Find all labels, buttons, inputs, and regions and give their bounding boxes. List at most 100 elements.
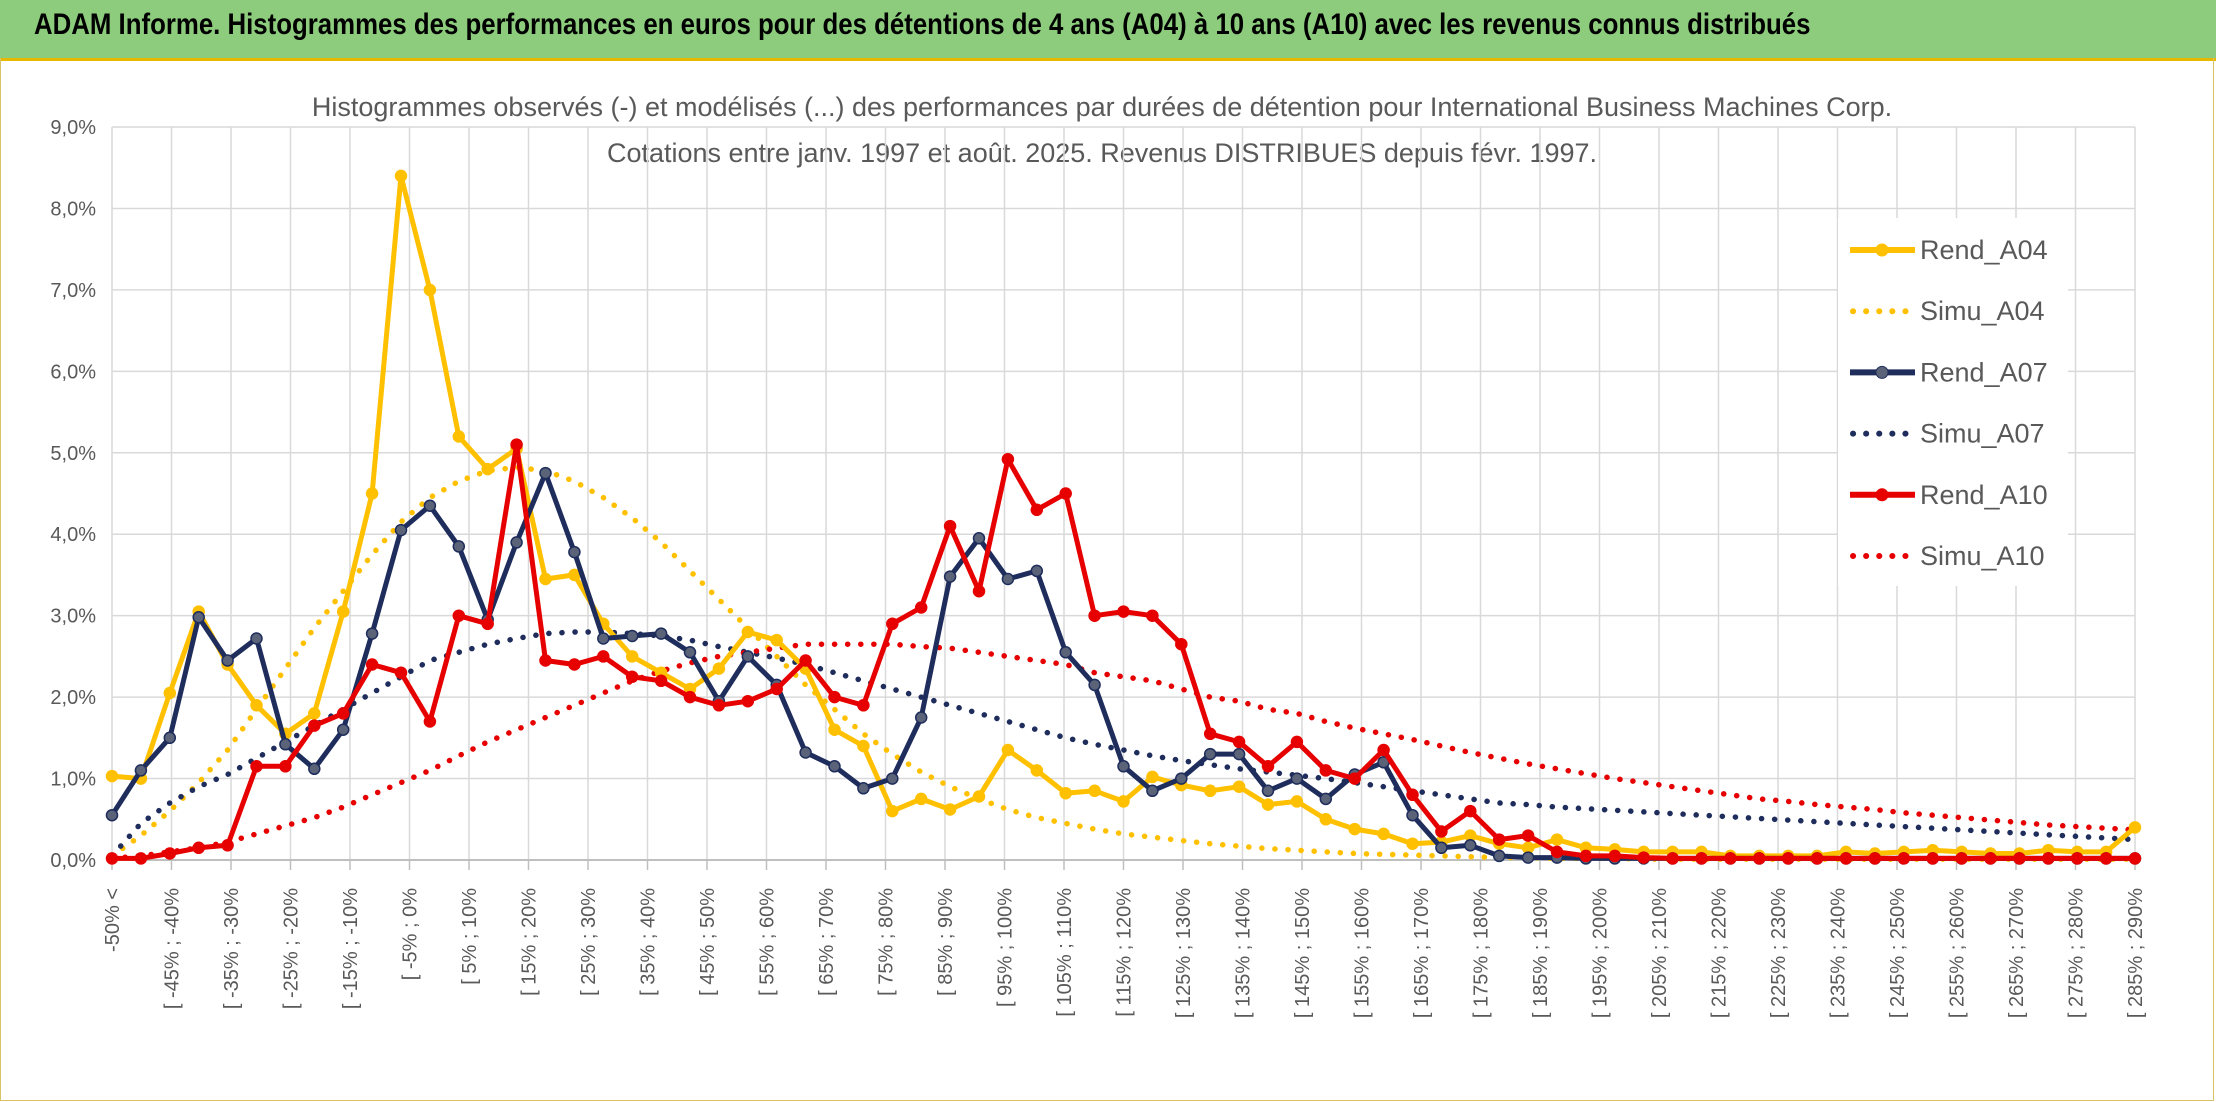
x-tick-label: [ -5% ; 0% — [400, 888, 422, 980]
data-point-rend-a07 — [828, 760, 841, 773]
data-point-rend-a07 — [1319, 792, 1333, 806]
legend-item-rend-a04: Rend_A04 — [1850, 235, 2048, 265]
legend-box — [1838, 218, 2068, 586]
data-point-rend-a04 — [1348, 822, 1361, 836]
data-point-rend-a07 — [1175, 772, 1188, 785]
data-point-rend-a10 — [510, 438, 523, 451]
data-point-rend-a10 — [539, 654, 552, 667]
data-point-rend-a10 — [134, 852, 148, 865]
data-point-rend-a04 — [828, 723, 841, 736]
data-point-rend-a10 — [1984, 852, 1997, 865]
data-point-rend-a10 — [1232, 735, 1246, 749]
data-point-rend-a04 — [712, 662, 726, 675]
data-point-rend-a07 — [568, 545, 581, 559]
data-point-rend-a04 — [394, 169, 408, 183]
data-point-rend-a04 — [539, 572, 552, 586]
data-point-rend-a10 — [1435, 825, 1448, 838]
x-tick-label: [ 235% ; 240% — [1828, 888, 1850, 1018]
data-point-rend-a10 — [308, 719, 321, 732]
x-tick-label: [ -15% ; -10% — [340, 888, 362, 1009]
x-tick-label: [ 145% ; 150% — [1292, 888, 1314, 1018]
x-tick-label: [ 35% ; 40% — [638, 888, 660, 996]
legend-label: Simu_A04 — [1920, 296, 2045, 326]
y-tick-label: 9,0% — [50, 117, 96, 139]
data-point-rend-a07 — [683, 646, 697, 659]
data-point-rend-a10 — [1406, 788, 1419, 802]
data-point-rend-a10 — [1926, 852, 1939, 865]
x-tick-label: [ 155% ; 160% — [1352, 888, 1374, 1018]
data-point-rend-a07 — [510, 536, 523, 549]
data-point-rend-a04 — [770, 633, 783, 647]
y-tick-label: 4,0% — [50, 524, 96, 546]
data-point-rend-a10 — [2099, 852, 2113, 865]
data-point-rend-a07 — [250, 632, 263, 645]
data-point-rend-a04 — [1088, 784, 1101, 798]
data-point-rend-a07 — [423, 499, 437, 512]
data-point-rend-a10 — [1088, 609, 1101, 622]
data-point-rend-a10 — [1868, 852, 1882, 865]
data-point-rend-a07 — [105, 808, 119, 822]
data-point-rend-a10 — [568, 658, 581, 671]
data-point-rend-a10 — [481, 617, 494, 631]
data-point-rend-a10 — [1059, 487, 1072, 500]
data-point-rend-a10 — [712, 699, 726, 712]
data-point-rend-a10 — [163, 847, 177, 860]
report-header-banner: ADAM Informe. Histogrammes des performan… — [0, 0, 2216, 61]
data-point-rend-a07 — [308, 762, 321, 776]
x-tick-label: [ 55% ; 60% — [757, 888, 779, 996]
data-point-rend-a07 — [1492, 849, 1506, 863]
data-point-rend-a10 — [1897, 852, 1911, 865]
data-point-rend-a07 — [394, 523, 408, 537]
x-tick-label: [ 75% ; 80% — [876, 888, 898, 996]
chart-title: Histogrammes observés (-) et modélisés (… — [312, 92, 1892, 122]
data-point-rend-a04 — [336, 605, 350, 618]
data-point-rend-a10 — [683, 690, 697, 704]
data-point-rend-a10 — [365, 658, 379, 671]
legend-label: Rend_A04 — [1920, 235, 2048, 265]
x-tick-label: [ 215% ; 220% — [1709, 888, 1731, 1018]
x-tick-label: [ 95% ; 100% — [995, 888, 1017, 1007]
data-point-rend-a07 — [654, 627, 668, 640]
y-tick-label: 8,0% — [50, 198, 96, 220]
data-point-rend-a10 — [1666, 852, 1679, 865]
legend-item-simu-a07: Simu_A07 — [1850, 419, 2045, 449]
data-point-rend-a07 — [134, 764, 148, 777]
data-point-rend-a10 — [1030, 503, 1044, 517]
x-tick-label: [ 175% ; 180% — [1471, 888, 1493, 1018]
data-point-rend-a10 — [741, 694, 755, 708]
data-point-rend-a10 — [192, 841, 205, 855]
x-tick-label: [ 5% ; 10% — [459, 888, 481, 985]
data-point-rend-a10 — [1319, 764, 1333, 777]
data-point-rend-a10 — [2013, 852, 2026, 865]
legend-item-rend-a10: Rend_A10 — [1850, 480, 2048, 510]
legend-item-simu-a10: Simu_A10 — [1850, 541, 2045, 571]
data-point-rend-a04 — [1550, 833, 1564, 846]
x-tick-label: [ 65% ; 70% — [816, 888, 838, 996]
data-point-rend-a07 — [365, 627, 379, 640]
chart-frame — [0, 58, 2214, 1101]
data-point-rend-a10 — [250, 760, 263, 773]
y-tick-label: 0,0% — [50, 850, 96, 872]
data-point-rend-a10 — [1175, 637, 1188, 651]
data-point-rend-a07 — [1521, 851, 1535, 864]
data-point-rend-a04 — [914, 792, 928, 806]
data-point-rend-a04 — [1377, 827, 1390, 841]
series-line-simu-a10 — [109, 641, 2138, 862]
data-point-rend-a04 — [886, 804, 899, 818]
legend-item-simu-a04: Simu_A04 — [1850, 296, 2045, 326]
data-point-rend-a10 — [1637, 851, 1650, 864]
x-tick-label: [ 45% ; 50% — [697, 888, 719, 996]
data-point-rend-a04 — [1232, 780, 1246, 793]
data-point-rend-a07 — [1088, 678, 1101, 692]
data-point-rend-a10 — [1753, 852, 1766, 865]
data-point-rend-a10 — [1781, 852, 1795, 865]
data-point-rend-a10 — [1290, 735, 1304, 749]
data-point-rend-a10 — [2042, 852, 2055, 865]
data-point-rend-a07 — [857, 782, 870, 795]
legend-marker — [1875, 488, 1889, 502]
data-point-rend-a07 — [943, 570, 957, 583]
data-point-rend-a07 — [1464, 839, 1477, 852]
data-point-rend-a10 — [1377, 743, 1390, 757]
x-tick-label: [ 15% ; 20% — [519, 888, 541, 996]
data-point-rend-a04 — [452, 430, 466, 443]
